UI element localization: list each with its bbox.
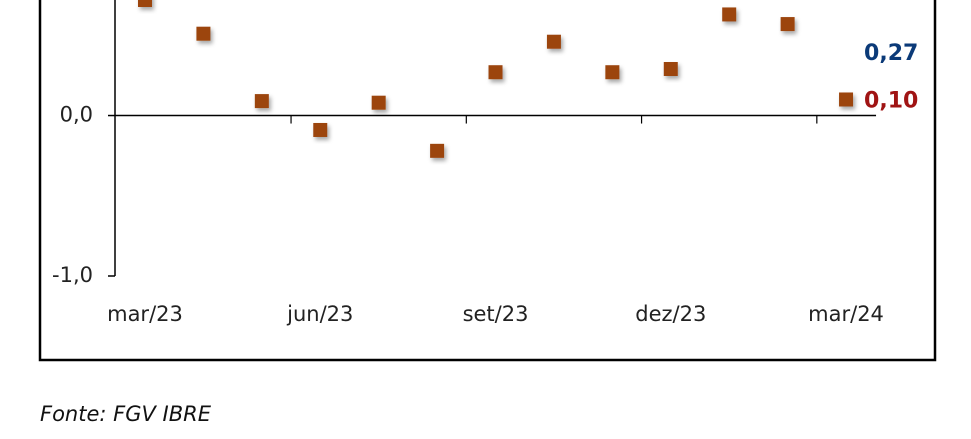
source-note: Fonte: FGV IBRE (40, 402, 211, 426)
point-marker (196, 26, 211, 41)
y-tick-label: 0,0 (60, 103, 93, 127)
point-marker (371, 95, 386, 110)
value-label: 0,27 (864, 41, 918, 66)
point-marker (605, 65, 620, 80)
point-marker (722, 7, 737, 22)
point-marker (663, 62, 678, 76)
y-tick-label: -1,0 (52, 263, 93, 287)
point-marker (430, 143, 445, 158)
point-marker (254, 94, 269, 109)
value-label: 0,10 (864, 88, 918, 113)
point-marker (313, 122, 328, 137)
point-marker (780, 17, 795, 32)
x-tick-label: dez/23 (635, 302, 706, 326)
point-marker (488, 65, 503, 80)
x-tick-label: jun/23 (286, 302, 353, 326)
chart-frame (38, 0, 937, 362)
point-marker (546, 34, 561, 49)
point-marker (138, 0, 152, 7)
point-marker (839, 92, 854, 107)
x-tick-label: set/23 (463, 302, 529, 326)
x-tick-label: mar/23 (107, 302, 183, 326)
x-tick-label: mar/24 (808, 302, 884, 326)
